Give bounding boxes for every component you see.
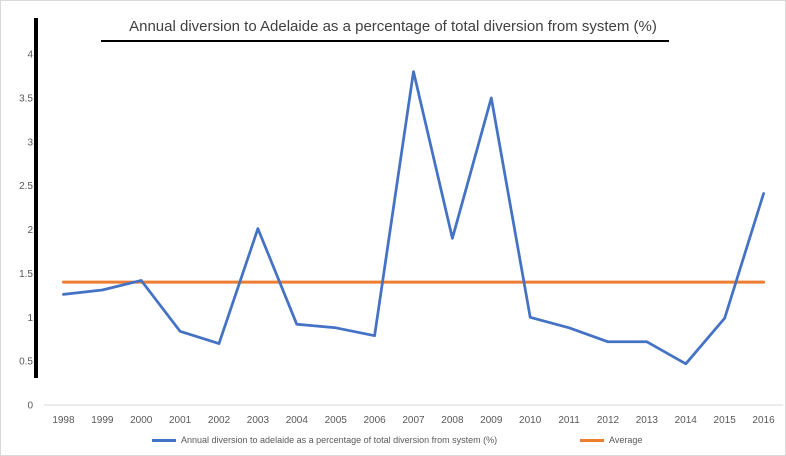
series-layer <box>61 70 766 366</box>
y-tick-label: 4 <box>27 50 33 61</box>
x-tick-label: 2015 <box>714 415 737 426</box>
legend-swatch-series <box>152 438 176 442</box>
x-tick-label: 2000 <box>130 415 153 426</box>
x-tick-label: 2016 <box>752 415 775 426</box>
x-tick-label: 2002 <box>208 415 231 426</box>
y-tick-label: 1.5 <box>19 269 33 280</box>
legend-label-series: Annual diversion to adelaide as a percen… <box>181 435 498 445</box>
y-tick-label: 1 <box>27 313 33 324</box>
x-tick-label: 2004 <box>286 415 309 426</box>
legend-label-average: Average <box>609 435 643 445</box>
left-edge-mark <box>34 18 38 378</box>
x-tick-label: 2005 <box>325 415 348 426</box>
x-axis-ticks: 1998 1999 2000 2001 2002 2003 2004 2005 2006 2007… <box>52 415 775 426</box>
x-tick-label: 2003 <box>247 415 270 426</box>
legend: Annual diversion to adelaide as a percen… <box>0 432 786 448</box>
x-tick-label: 2011 <box>558 415 580 426</box>
y-tick-label: 0.5 <box>19 357 33 368</box>
x-tick-label: 1998 <box>52 415 75 426</box>
legend-swatch-average <box>580 438 604 442</box>
x-tick-label: 2010 <box>519 415 542 426</box>
x-tick-label: 2008 <box>441 415 464 426</box>
x-tick-label: 2001 <box>169 415 192 426</box>
title-underline-mark <box>101 40 669 42</box>
y-tick-label: 2.5 <box>19 181 33 192</box>
y-tick-label: 2 <box>27 225 33 236</box>
y-tick-label: 3.5 <box>19 93 33 104</box>
x-tick-label: 2013 <box>636 415 659 426</box>
legend-item-series: Annual diversion to adelaide as a percen… <box>152 432 497 448</box>
x-tick-label: 1999 <box>91 415 114 426</box>
x-tick-label: 2007 <box>402 415 425 426</box>
x-tick-label: 2014 <box>675 415 698 426</box>
series-line-diversion <box>62 70 765 366</box>
y-tick-label: 3 <box>27 137 33 148</box>
x-tick-label: 2006 <box>363 415 386 426</box>
x-tick-label: 2009 <box>480 415 503 426</box>
chart-title: Annual diversion to Adelaide as a percen… <box>129 18 657 35</box>
legend-item-average: Average <box>580 432 642 448</box>
y-tick-label: 0 <box>27 401 33 412</box>
y-axis-ticks: 0 0.5 1 1.5 2 2.5 3 3.5 4 <box>19 50 33 412</box>
x-tick-label: 2012 <box>597 415 620 426</box>
